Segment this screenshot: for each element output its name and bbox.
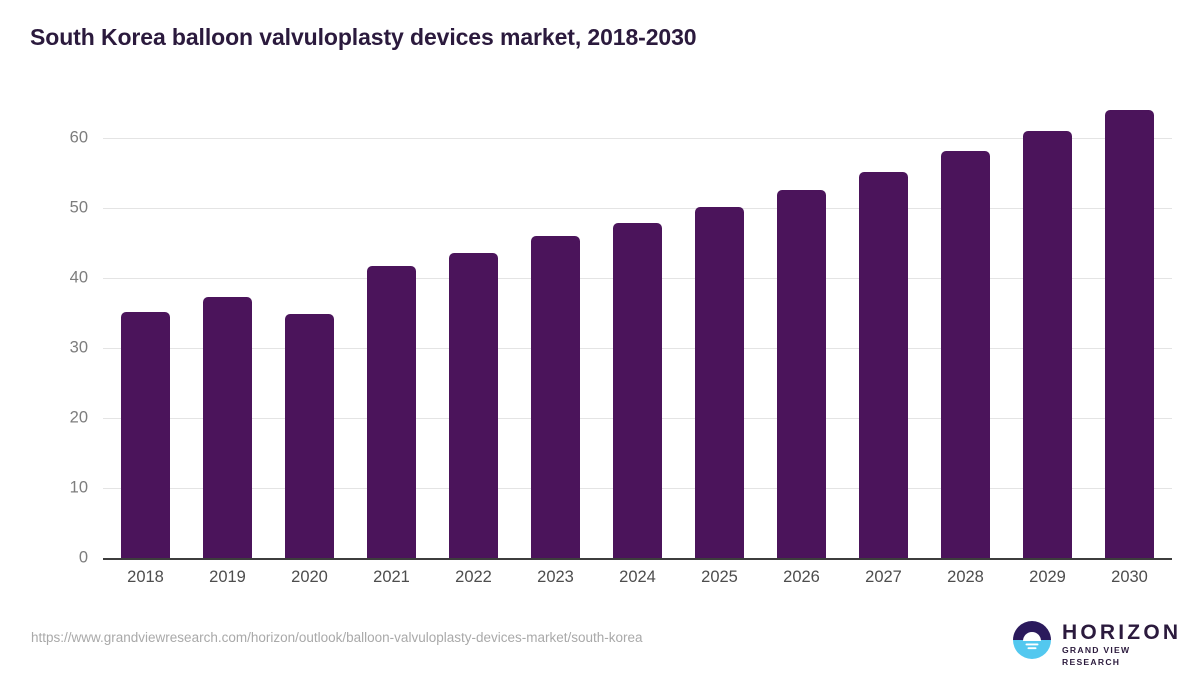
x-axis-tick-label: 2027 (865, 568, 902, 586)
bar[interactable] (285, 314, 334, 558)
chart-title: South Korea balloon valvuloplasty device… (30, 24, 697, 50)
bar[interactable] (941, 151, 990, 558)
bar[interactable] (613, 223, 662, 558)
y-axis-tick-label: 60 (69, 128, 88, 147)
bar[interactable] (1105, 110, 1154, 558)
y-axis-tick-label: 40 (69, 268, 88, 287)
bar[interactable] (531, 236, 580, 558)
bar[interactable] (449, 252, 498, 558)
gridline (103, 138, 1172, 139)
plot-area (103, 110, 1172, 558)
bar[interactable] (367, 266, 416, 558)
x-axis-tick-label: 2026 (783, 568, 820, 586)
horizon-logo-mark-icon (1012, 620, 1052, 660)
x-axis-tick-label: 2021 (373, 568, 410, 586)
x-axis-tick-label: 2022 (455, 568, 492, 586)
x-axis-tick-label: 2029 (1029, 568, 1066, 586)
y-axis-tick-label: 0 (78, 548, 88, 567)
x-axis-tick-label: 2023 (537, 568, 574, 586)
x-axis-tick-label: 2019 (209, 568, 246, 586)
y-axis-tick-label: 10 (69, 478, 88, 497)
bar[interactable] (859, 171, 908, 558)
y-axis-tick-label: 20 (69, 408, 88, 427)
bar[interactable] (203, 296, 252, 558)
x-axis-tick-label: 2018 (127, 568, 164, 586)
horizon-logo-text: HORIZON GRAND VIEW RESEARCH (1062, 622, 1181, 668)
horizon-subtext: GRAND VIEW RESEARCH (1062, 645, 1131, 667)
horizon-wordmark: HORIZON (1062, 621, 1182, 644)
x-axis-tick-label: 2030 (1111, 568, 1148, 586)
horizon-logo: HORIZON GRAND VIEW RESEARCH (1012, 618, 1178, 667)
y-axis-tick-label: 50 (69, 198, 88, 217)
x-axis-tick-label: 2024 (619, 568, 656, 586)
source-url[interactable]: https://www.grandviewresearch.com/horizo… (31, 630, 643, 645)
y-axis-tick-label: 30 (69, 338, 88, 357)
x-axis-line (103, 558, 1172, 560)
bar[interactable] (777, 189, 826, 558)
x-axis-tick-label: 2025 (701, 568, 738, 586)
x-axis-tick-label: 2020 (291, 568, 328, 586)
gridline (103, 208, 1172, 209)
bar[interactable] (695, 206, 744, 558)
x-axis-tick-label: 2028 (947, 568, 984, 586)
bar[interactable] (1023, 131, 1072, 558)
bar[interactable] (121, 312, 170, 558)
